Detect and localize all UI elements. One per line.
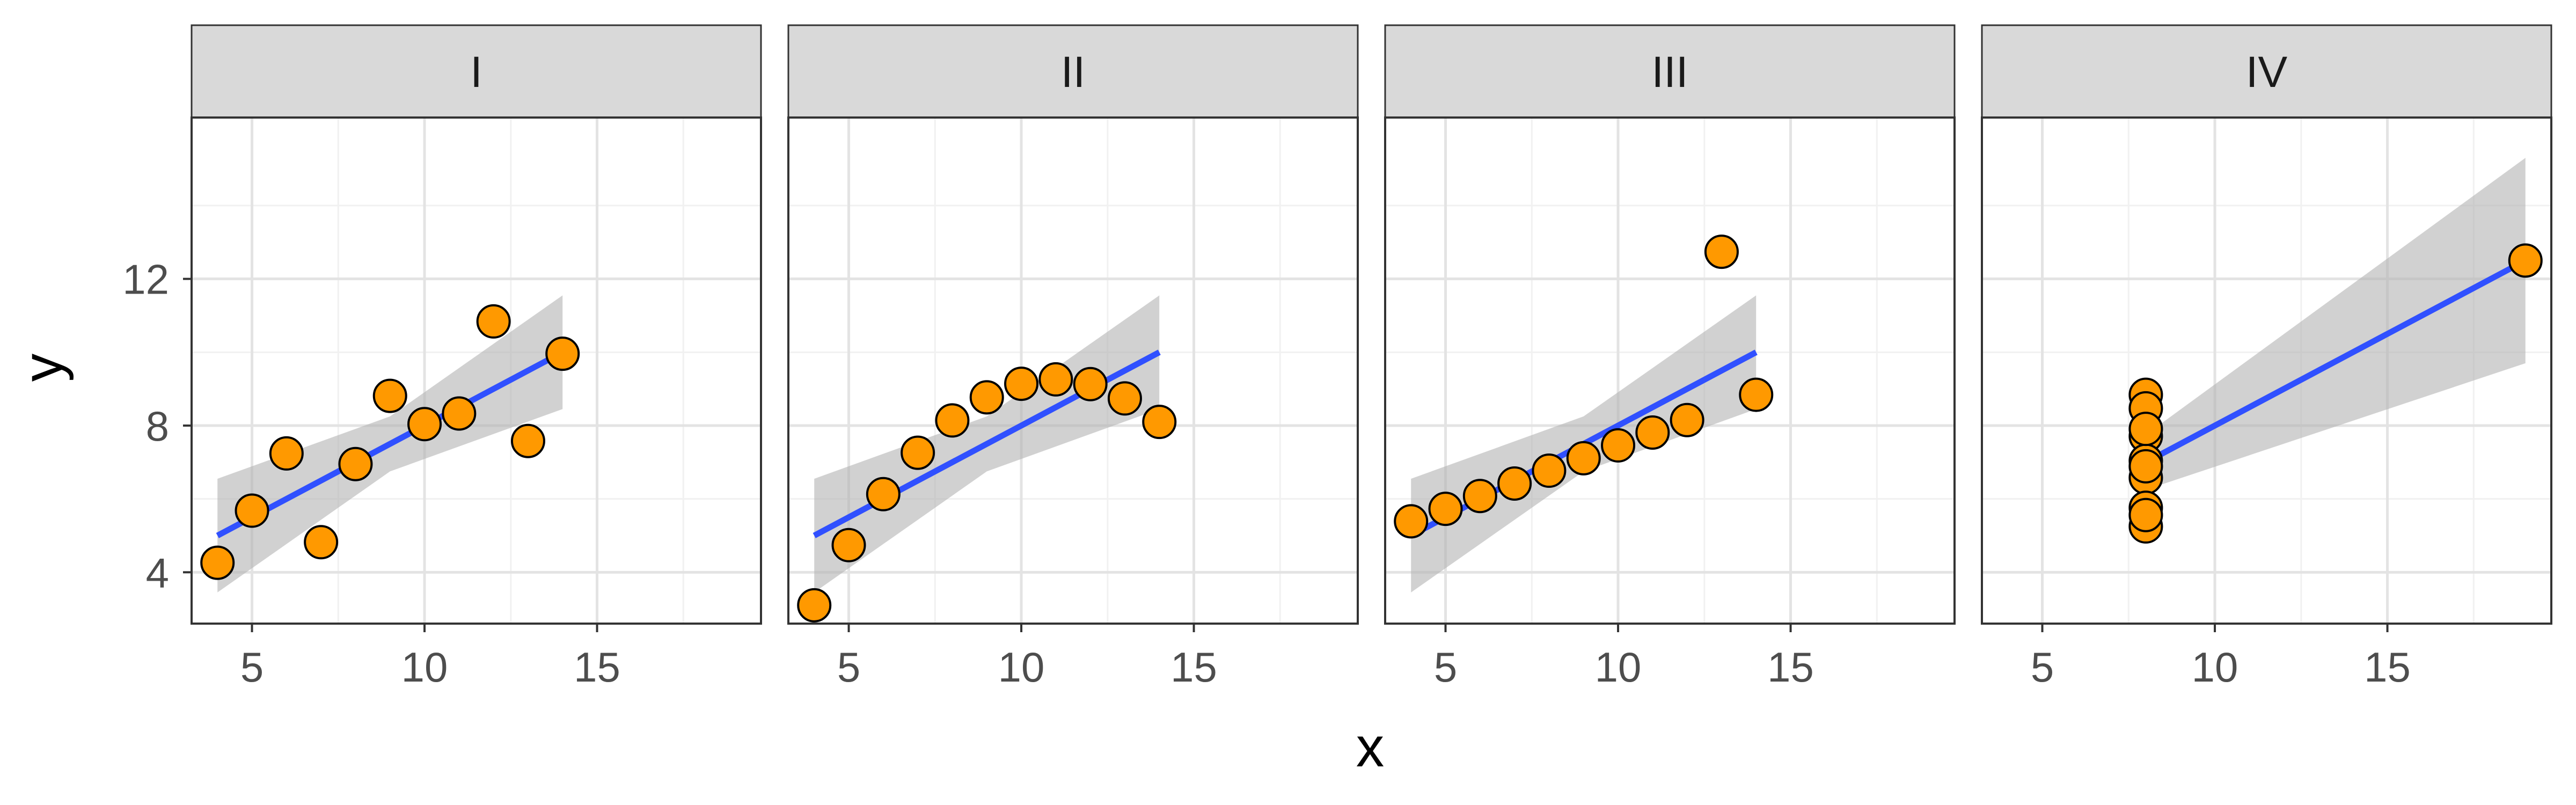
y-axis-title: y: [11, 353, 74, 382]
data-point: [200, 545, 235, 580]
regression-line: [2144, 258, 2527, 465]
y-tick-label: 4: [146, 549, 169, 596]
facet-strip: [1981, 24, 2552, 119]
data-point: [372, 378, 407, 413]
y-tick-label: 8: [146, 402, 169, 450]
data-point: [1462, 479, 1497, 514]
facet-label: II: [1061, 48, 1086, 97]
x-tick-label: 10: [1595, 643, 1642, 691]
data-point: [1142, 405, 1177, 440]
facet-strip: [1384, 24, 1956, 119]
data-point: [510, 423, 545, 458]
x-tick-label: 5: [1434, 643, 1457, 691]
data-point: [969, 380, 1004, 415]
x-tick-label: 5: [837, 643, 860, 691]
panel-IV: IV 5 10 15: [1981, 24, 2552, 691]
data-point: [2128, 449, 2163, 484]
data-point: [476, 304, 511, 339]
x-tick-label: 15: [1170, 643, 1217, 691]
data-point: [407, 407, 442, 442]
panel-I: I 5 10 15: [191, 24, 762, 691]
panel-III: III 5 10 15: [1384, 24, 1956, 691]
data-point: [304, 525, 339, 560]
data-point: [1497, 466, 1532, 501]
data-point: [338, 447, 373, 481]
data-point: [1532, 453, 1567, 488]
x-tick-label: 5: [240, 643, 264, 691]
data-point: [442, 396, 477, 431]
panel-border: [1384, 116, 1956, 625]
data-point: [1704, 235, 1739, 269]
data-point: [1428, 492, 1463, 526]
x-tick-label: 15: [2364, 643, 2411, 691]
data-point: [1670, 402, 1704, 437]
data-point: [1635, 415, 1670, 450]
panel-border: [1981, 116, 2552, 625]
data-point: [1073, 367, 1108, 401]
facet-label: I: [470, 48, 482, 97]
data-point: [935, 403, 970, 438]
data-point: [1566, 441, 1601, 475]
facet-strip: [191, 24, 762, 119]
data-point: [866, 477, 901, 511]
data-point: [2128, 497, 2163, 532]
data-point: [797, 588, 832, 623]
x-tick-label: 10: [2192, 643, 2238, 691]
confidence-band: [2146, 158, 2526, 490]
data-point: [831, 528, 866, 562]
x-tick-label: 10: [401, 643, 448, 691]
y-tick-label: 12: [122, 256, 169, 303]
panel-border: [787, 116, 1359, 625]
data-point: [1004, 367, 1039, 401]
data-point: [235, 493, 269, 528]
x-tick-label: 15: [1767, 643, 1814, 691]
data-point: [1394, 504, 1429, 539]
x-tick-label: 15: [574, 643, 620, 691]
data-point: [1107, 381, 1142, 416]
data-point: [2508, 243, 2543, 278]
data-point: [269, 436, 304, 471]
facet-strip: [787, 24, 1359, 119]
data-point: [901, 435, 935, 470]
x-axis-title: x: [1356, 716, 1385, 779]
data-point: [2128, 412, 2163, 447]
panel-II: II 5 10 15: [787, 24, 1359, 691]
y-axis: 4 8 12: [122, 256, 192, 596]
x-tick-label: 5: [2031, 643, 2054, 691]
regression-line: [216, 349, 564, 538]
data-point: [1601, 428, 1636, 463]
panel-border: [191, 116, 762, 625]
data-point: [545, 336, 580, 371]
facet-label: IV: [2246, 48, 2288, 97]
data-point: [1739, 377, 1774, 412]
x-tick-label: 10: [998, 643, 1045, 691]
panels: I 5 10 15 II 5 10 15 III 5 10 15 IV 5 10 15: [191, 24, 2552, 691]
data-point: [1038, 362, 1073, 397]
facet-label: III: [1651, 48, 1688, 97]
